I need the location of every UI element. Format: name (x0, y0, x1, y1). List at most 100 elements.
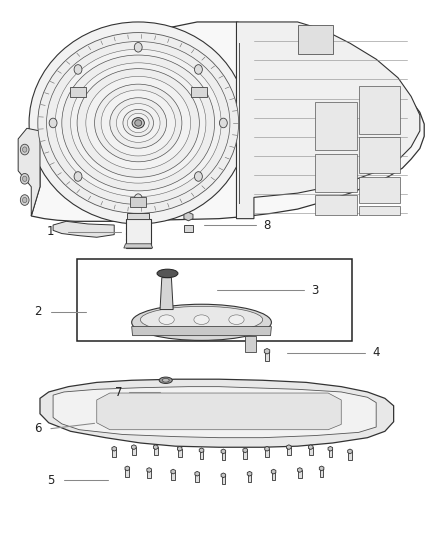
Text: 4: 4 (372, 346, 380, 359)
Bar (171, 472, 175, 480)
Text: 1: 1 (47, 225, 55, 238)
Ellipse shape (62, 55, 215, 191)
Bar (222, 451, 225, 459)
Polygon shape (131, 445, 136, 449)
Polygon shape (177, 447, 182, 451)
Bar (315, 102, 357, 150)
Bar (298, 470, 302, 478)
Bar (191, 86, 207, 97)
Polygon shape (147, 467, 152, 472)
Circle shape (134, 194, 142, 204)
Ellipse shape (71, 63, 206, 183)
Polygon shape (247, 471, 252, 476)
Ellipse shape (229, 315, 244, 325)
Ellipse shape (141, 306, 263, 333)
Ellipse shape (101, 90, 175, 156)
Ellipse shape (29, 22, 247, 224)
Bar (195, 474, 199, 482)
Polygon shape (31, 22, 424, 221)
Bar (359, 86, 400, 134)
Ellipse shape (194, 315, 209, 325)
Polygon shape (160, 278, 173, 310)
Bar (265, 449, 269, 457)
Bar (147, 470, 151, 478)
Text: 8: 8 (263, 219, 271, 231)
Circle shape (74, 64, 82, 74)
Ellipse shape (95, 84, 182, 162)
Ellipse shape (117, 103, 160, 142)
Bar (131, 197, 146, 207)
Bar (309, 447, 313, 455)
Bar (359, 177, 400, 203)
Ellipse shape (55, 49, 221, 197)
Polygon shape (271, 469, 276, 474)
Polygon shape (153, 445, 158, 449)
Polygon shape (125, 466, 130, 471)
Polygon shape (184, 212, 193, 221)
Bar (359, 206, 400, 215)
Circle shape (219, 118, 227, 128)
Ellipse shape (46, 42, 230, 205)
Ellipse shape (132, 304, 272, 341)
Polygon shape (53, 221, 114, 237)
Polygon shape (53, 386, 376, 438)
Circle shape (194, 64, 202, 74)
Polygon shape (319, 466, 324, 471)
Circle shape (74, 172, 82, 181)
Polygon shape (40, 379, 394, 447)
Bar (244, 450, 247, 458)
Circle shape (22, 176, 27, 181)
Circle shape (22, 147, 27, 152)
Bar (248, 474, 251, 482)
Ellipse shape (38, 33, 239, 213)
Ellipse shape (132, 118, 145, 128)
Circle shape (20, 195, 29, 205)
Ellipse shape (123, 109, 153, 136)
Ellipse shape (157, 269, 178, 278)
Bar (178, 449, 181, 457)
Bar (127, 214, 149, 219)
Polygon shape (264, 349, 270, 354)
Circle shape (20, 144, 29, 155)
Bar (200, 450, 203, 458)
Polygon shape (297, 467, 302, 472)
Circle shape (194, 172, 202, 181)
Circle shape (22, 197, 27, 203)
Ellipse shape (159, 315, 174, 325)
Polygon shape (308, 445, 313, 449)
Polygon shape (195, 471, 199, 476)
Polygon shape (265, 447, 269, 451)
Bar (126, 219, 151, 248)
Text: 7: 7 (115, 386, 122, 399)
Ellipse shape (135, 120, 142, 126)
Polygon shape (97, 393, 341, 430)
Ellipse shape (86, 76, 191, 169)
Text: 6: 6 (34, 422, 42, 435)
Polygon shape (171, 469, 176, 474)
Polygon shape (112, 447, 117, 451)
Ellipse shape (77, 69, 199, 177)
Bar (265, 351, 269, 361)
Polygon shape (184, 225, 193, 232)
Bar (70, 86, 85, 97)
Circle shape (20, 173, 29, 184)
Ellipse shape (110, 98, 166, 148)
Bar (132, 447, 136, 455)
Circle shape (49, 118, 57, 128)
Bar (113, 449, 116, 457)
Polygon shape (245, 336, 256, 352)
Ellipse shape (162, 378, 169, 382)
Bar (77, 259, 352, 341)
Polygon shape (328, 447, 332, 451)
Polygon shape (286, 445, 291, 449)
Bar (287, 447, 291, 455)
Bar (125, 469, 129, 477)
Polygon shape (348, 449, 352, 454)
Bar (315, 154, 357, 192)
Ellipse shape (159, 377, 172, 383)
Bar (297, 25, 332, 54)
Polygon shape (243, 448, 247, 453)
Bar (348, 451, 352, 459)
Circle shape (134, 43, 142, 52)
Polygon shape (221, 473, 226, 478)
